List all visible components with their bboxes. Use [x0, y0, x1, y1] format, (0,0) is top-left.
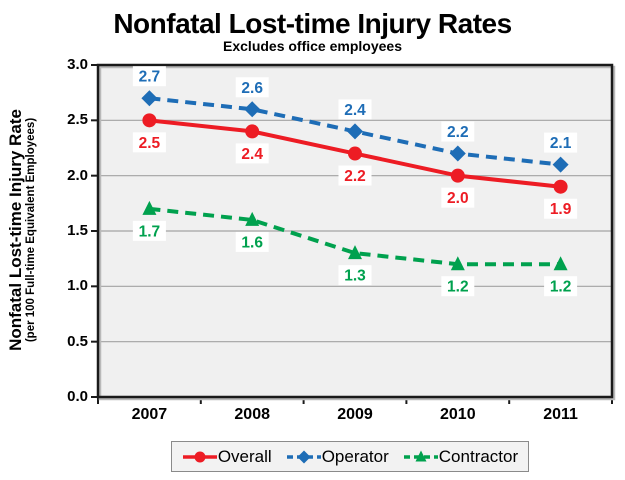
- svg-text:1.3: 1.3: [344, 268, 366, 285]
- svg-text:2.4: 2.4: [241, 146, 263, 163]
- svg-text:2.1: 2.1: [550, 135, 572, 152]
- y-axis-title-units: (per 100 Full-time Equivalent Employees): [25, 117, 37, 343]
- svg-text:2.6: 2.6: [241, 80, 263, 97]
- svg-text:1.6: 1.6: [241, 234, 263, 251]
- y-tick-label: 1.0: [67, 277, 88, 295]
- svg-text:2.0: 2.0: [447, 190, 469, 207]
- x-tick-label: 2009: [337, 406, 373, 423]
- operator-series-marker-icon: [286, 449, 322, 465]
- overall-series-marker-icon: [182, 449, 218, 465]
- y-tick-label: 3.0: [67, 56, 88, 73]
- y-axis-title-main: Nonfatal Lost-time Injury Rate: [6, 109, 25, 351]
- x-tick-label: 2007: [131, 406, 168, 423]
- svg-text:2.7: 2.7: [139, 69, 161, 86]
- page-subtitle: Excludes office employees: [223, 38, 402, 54]
- x-tick-label: 2011: [543, 406, 578, 423]
- legend-item-label: Overall: [217, 446, 272, 466]
- y-tick-label: 0.5: [67, 332, 88, 350]
- svg-text:1.9: 1.9: [550, 201, 572, 218]
- svg-text:1.2: 1.2: [550, 279, 572, 296]
- x-tick-label: 2010: [440, 406, 476, 423]
- legend-item-operator: Operator: [286, 447, 389, 467]
- y-tick-label: 2.5: [67, 111, 88, 129]
- svg-text:1.2: 1.2: [447, 279, 469, 296]
- legend-item-contractor: Contractor: [403, 447, 518, 467]
- legend: Overall Operator Contractor: [171, 441, 529, 472]
- legend-item-overall: Overall: [182, 447, 272, 467]
- svg-text:1.7: 1.7: [139, 223, 161, 240]
- svg-text:2.4: 2.4: [344, 102, 366, 119]
- chart-plot-area: 2.5 2.4 2.2 2.0 1.9 2.7 2.6 2.4 2.2 2.1 1.7 1.6 1.3 1…: [91, 63, 614, 404]
- legend-item-label: Contractor: [438, 446, 519, 466]
- page-title: Nonfatal Lost-time Injury Rates: [113, 8, 512, 39]
- y-tick-label: 2.0: [67, 166, 88, 184]
- x-tick-label: 2008: [234, 406, 270, 423]
- svg-text:2.2: 2.2: [344, 168, 366, 185]
- contractor-series-marker-icon: [403, 449, 439, 465]
- svg-text:2.5: 2.5: [139, 135, 161, 152]
- y-tick-label: 1.5: [67, 222, 88, 239]
- svg-text:2.2: 2.2: [447, 124, 469, 141]
- y-tick-label: 0.0: [67, 388, 88, 405]
- legend-item-label: Operator: [321, 446, 389, 466]
- y-axis-title: Nonfatal Lost-time Injury Rate (per 100 …: [6, 60, 41, 400]
